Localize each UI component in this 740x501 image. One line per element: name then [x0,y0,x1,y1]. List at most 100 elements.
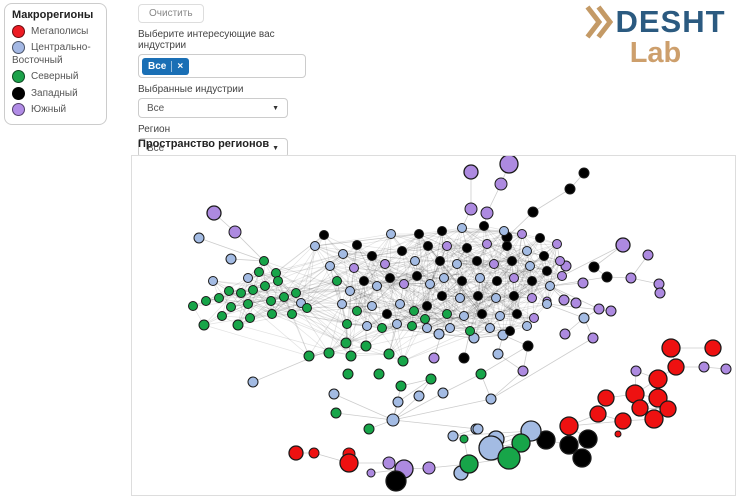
legend-item[interactable]: Западный [12,86,99,100]
graph-node[interactable] [536,430,556,450]
graph-node[interactable] [267,309,277,319]
graph-node[interactable] [291,288,301,298]
graph-node[interactable] [462,243,472,253]
graph-node[interactable] [423,241,433,251]
graph-node[interactable] [412,271,422,281]
selected-industry-chip[interactable]: Все × [142,58,190,75]
graph-node[interactable] [654,287,666,299]
graph-node[interactable] [425,279,435,289]
graph-node[interactable] [464,202,478,216]
graph-node[interactable] [492,348,504,360]
selected-industries-select[interactable]: Все ▼ [138,98,288,118]
graph-node[interactable] [463,164,479,180]
graph-node[interactable] [226,302,236,312]
graph-node[interactable] [420,314,430,324]
graph-node[interactable] [397,355,409,367]
graph-node[interactable] [442,309,452,319]
graph-node[interactable] [279,292,289,302]
graph-node[interactable] [366,468,376,478]
graph-node[interactable] [340,337,352,349]
graph-node[interactable] [214,293,224,303]
graph-node[interactable] [570,297,582,309]
graph-node[interactable] [409,306,419,316]
graph-node[interactable] [352,306,362,316]
graph-node[interactable] [425,373,437,385]
graph-node[interactable] [367,301,377,311]
graph-node[interactable] [360,340,372,352]
graph-node[interactable] [539,251,549,261]
graph-node[interactable] [395,299,405,309]
graph-node[interactable] [323,347,335,359]
graph-node[interactable] [243,299,253,309]
graph-node[interactable] [338,249,348,259]
graph-node[interactable] [228,225,242,239]
graph-node[interactable] [578,312,590,324]
graph-node[interactable] [492,276,502,286]
graph-node[interactable] [372,281,382,291]
graph-node[interactable] [522,321,532,331]
graph-node[interactable] [499,156,519,174]
industries-multiselect[interactable]: Все × [138,54,306,78]
graph-node[interactable] [397,246,407,256]
graph-node[interactable] [439,273,449,283]
graph-node[interactable] [319,230,329,240]
graph-node[interactable] [382,456,396,470]
graph-node[interactable] [630,365,642,377]
graph-node[interactable] [342,368,354,380]
graph-node[interactable] [698,361,710,373]
graph-node[interactable] [337,299,347,309]
graph-node[interactable] [245,313,255,323]
graph-node[interactable] [395,380,407,392]
graph-node[interactable] [342,319,352,329]
graph-node[interactable] [505,326,515,336]
graph-node[interactable] [473,291,483,301]
graph-node[interactable] [459,311,469,321]
chip-remove-icon[interactable]: × [177,61,184,72]
graph-node[interactable] [310,241,320,251]
graph-node[interactable] [437,291,447,301]
graph-node[interactable] [559,416,579,436]
graph-node[interactable] [392,319,402,329]
graph-node[interactable] [564,183,576,195]
clear-button[interactable]: Очистить [138,4,204,23]
graph-node[interactable] [477,309,487,319]
graph-node[interactable] [494,177,508,191]
graph-node[interactable] [414,229,424,239]
graph-node[interactable] [367,251,377,261]
graph-node[interactable] [653,278,665,290]
graph-node[interactable] [399,279,409,289]
graph-node[interactable] [392,396,404,408]
graph-node[interactable] [349,263,359,273]
graph-node[interactable] [509,273,519,283]
graph-node[interactable] [373,368,385,380]
graph-node[interactable] [345,286,355,296]
graph-node[interactable] [377,323,387,333]
graph-node[interactable] [459,454,479,474]
graph-node[interactable] [558,294,570,306]
graph-node[interactable] [527,206,539,218]
graph-node[interactable] [266,296,276,306]
graph-node[interactable] [345,350,357,362]
graph-node[interactable] [578,429,598,449]
graph-node[interactable] [475,273,485,283]
graph-node[interactable] [308,447,320,459]
graph-node[interactable] [499,226,509,236]
graph-node[interactable] [529,313,539,323]
graph-node[interactable] [545,281,555,291]
graph-node[interactable] [511,433,531,453]
graph-node[interactable] [509,291,519,301]
graph-node[interactable] [491,293,501,303]
legend-item[interactable]: Мегаполисы [12,25,99,38]
graph-node[interactable] [507,256,517,266]
graph-node[interactable] [555,256,565,266]
graph-node[interactable] [517,229,527,239]
graph-node[interactable] [386,229,396,239]
graph-node[interactable] [422,461,436,475]
graph-node[interactable] [625,272,637,284]
graph-node[interactable] [525,261,535,271]
graph-node[interactable] [502,241,512,251]
graph-node[interactable] [644,409,664,429]
graph-node[interactable] [527,276,537,286]
legend-item[interactable]: Северный [12,70,99,84]
graph-node[interactable] [667,358,685,376]
